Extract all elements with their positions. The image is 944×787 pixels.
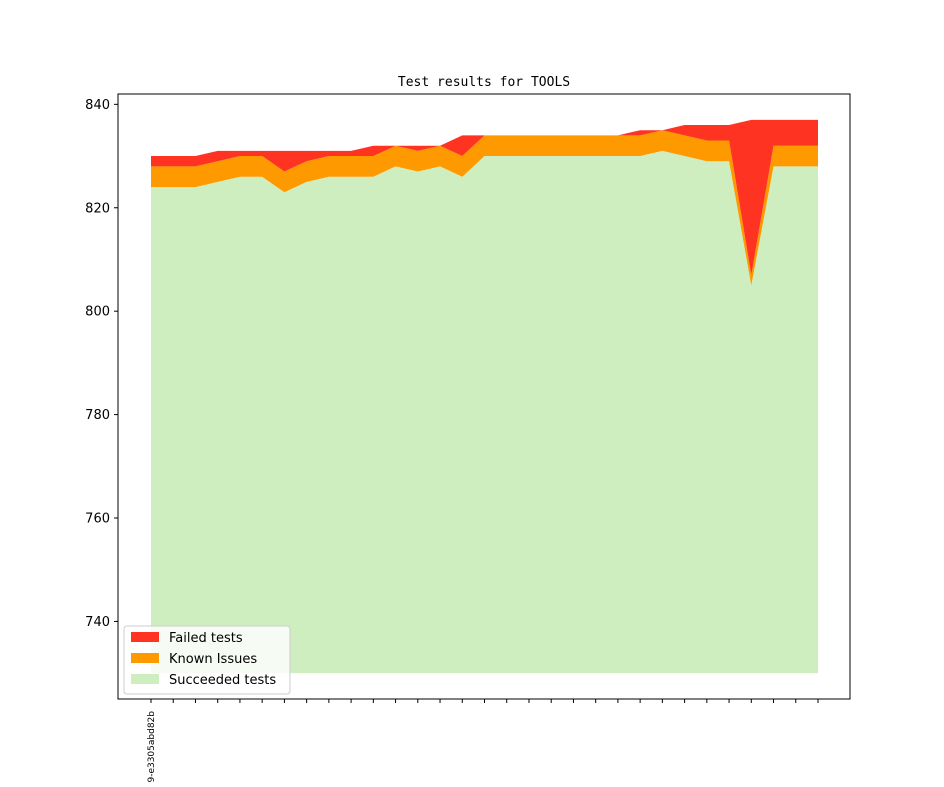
y-tick-label: 800 [85,305,110,320]
legend-label-succeeded: Succeeded tests [169,673,276,688]
area-layers [151,119,818,674]
x-tick-label: 9-e3305abd82b [147,711,157,783]
chart-title: Test results for TOOLS [398,75,570,90]
legend-box [123,625,291,695]
area-failed [151,119,818,275]
legend-swatch-failed [131,632,159,642]
legend-swatch-succeeded [131,674,159,684]
legend-label-known: Known Issues [169,652,257,667]
legend-swatch-known [131,653,159,663]
legend-label-failed: Failed tests [169,631,243,646]
x-axis: 9-e3305abd82b [147,699,819,783]
legend: Failed tests Known Issues Succeeded test… [123,625,291,695]
y-tick-label: 740 [85,615,110,630]
y-tick-label: 760 [85,512,110,527]
y-tick-label: 820 [85,201,110,216]
y-tick-label: 840 [85,98,110,113]
y-tick-label: 780 [85,408,110,423]
y-axis: 740 760 780 800 820 840 [85,98,118,630]
area-succeeded [151,150,818,674]
area-known [151,130,818,286]
